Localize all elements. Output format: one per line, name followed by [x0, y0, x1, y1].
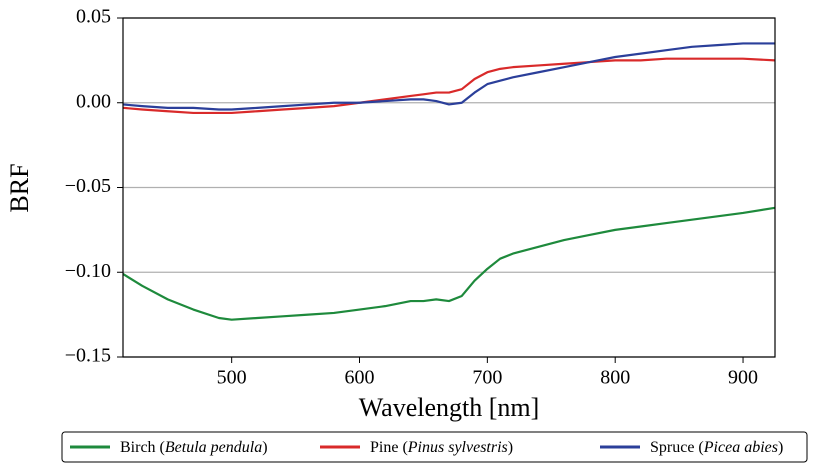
y-tick-label: 0.05 [76, 6, 111, 28]
series-line [122, 206, 776, 321]
x-tick-label: 500 [217, 367, 247, 389]
legend-label: Pine (Pinus sylvestris) [370, 439, 513, 456]
y-axis-label: BRF [5, 163, 34, 212]
legend-label-part: Pinus sylvestris [407, 439, 508, 456]
legend-label-part: Pine ( [370, 439, 408, 456]
y-tick-label: 0.00 [76, 90, 111, 112]
legend-label: Spruce (Picea abies) [650, 439, 783, 456]
x-tick-label: 800 [600, 367, 630, 389]
legend-label-part: ) [262, 439, 267, 456]
legend-label-part: Betula pendula [165, 439, 262, 456]
x-tick-label: 900 [728, 367, 758, 389]
legend-label-part: ) [508, 439, 513, 456]
legend-label: Birch (Betula pendula) [120, 439, 268, 456]
legend-label-part: ) [778, 439, 783, 456]
legend-label-part: Birch ( [120, 439, 165, 456]
x-axis-label: Wavelength [nm] [359, 393, 540, 422]
series-line [122, 57, 776, 115]
legend-label-part: Spruce ( [650, 439, 704, 456]
legend-label-part: Picea abies [703, 439, 778, 456]
y-tick-label: −0.15 [65, 345, 111, 367]
y-tick-label: −0.05 [65, 175, 111, 197]
x-tick-label: 700 [472, 367, 502, 389]
series-line [122, 42, 775, 111]
plot-frame [122, 17, 776, 358]
y-tick-label: −0.10 [65, 260, 111, 282]
legend-box [61, 431, 808, 463]
x-tick-label: 600 [345, 367, 375, 389]
